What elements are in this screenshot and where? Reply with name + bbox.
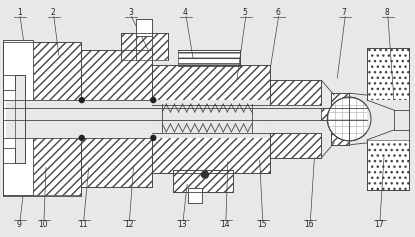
Text: 16: 16 — [305, 220, 314, 229]
Bar — [367, 140, 409, 190]
Text: 11: 11 — [78, 220, 88, 229]
Bar — [81, 50, 152, 187]
Text: 17: 17 — [374, 220, 384, 229]
Bar — [6, 100, 81, 138]
Bar — [331, 93, 349, 145]
Bar — [152, 65, 270, 105]
Bar — [120, 32, 168, 60]
Bar — [152, 100, 270, 138]
Bar — [188, 188, 202, 202]
Text: 2: 2 — [51, 8, 55, 17]
Bar — [188, 188, 202, 202]
Text: 9: 9 — [17, 220, 22, 229]
Bar — [81, 100, 152, 138]
Circle shape — [327, 97, 371, 141]
Circle shape — [151, 135, 156, 140]
Bar — [270, 133, 321, 158]
Bar — [152, 108, 270, 120]
Bar — [3, 75, 25, 163]
Bar — [6, 133, 81, 195]
Bar — [331, 105, 349, 133]
Text: 10: 10 — [38, 220, 48, 229]
Bar — [367, 48, 409, 190]
Bar — [270, 105, 321, 133]
Text: 5: 5 — [242, 8, 247, 17]
Text: 7: 7 — [342, 8, 347, 17]
Text: 8: 8 — [385, 8, 389, 17]
Bar — [3, 108, 152, 120]
Bar — [321, 108, 367, 120]
Bar — [367, 48, 409, 100]
Bar — [3, 41, 33, 195]
Text: 12: 12 — [124, 220, 133, 229]
Text: 3: 3 — [128, 8, 133, 17]
Circle shape — [151, 98, 156, 103]
Bar — [367, 100, 409, 140]
Bar — [6, 42, 81, 102]
Text: 15: 15 — [257, 220, 266, 229]
Circle shape — [79, 135, 84, 140]
Bar — [3, 41, 33, 195]
Bar — [6, 42, 32, 194]
Bar — [3, 41, 33, 195]
Text: 6: 6 — [275, 8, 280, 17]
Bar — [137, 18, 152, 36]
Bar — [137, 18, 152, 36]
Bar — [270, 108, 321, 120]
Text: 14: 14 — [220, 220, 230, 229]
Bar — [270, 80, 321, 105]
Circle shape — [202, 171, 208, 178]
Bar — [15, 75, 25, 163]
Text: 1: 1 — [17, 8, 22, 17]
Text: 13: 13 — [177, 220, 187, 229]
Circle shape — [79, 98, 84, 103]
Bar — [152, 133, 270, 173]
Text: 4: 4 — [183, 8, 188, 17]
Bar — [178, 50, 240, 66]
Bar — [173, 170, 233, 191]
